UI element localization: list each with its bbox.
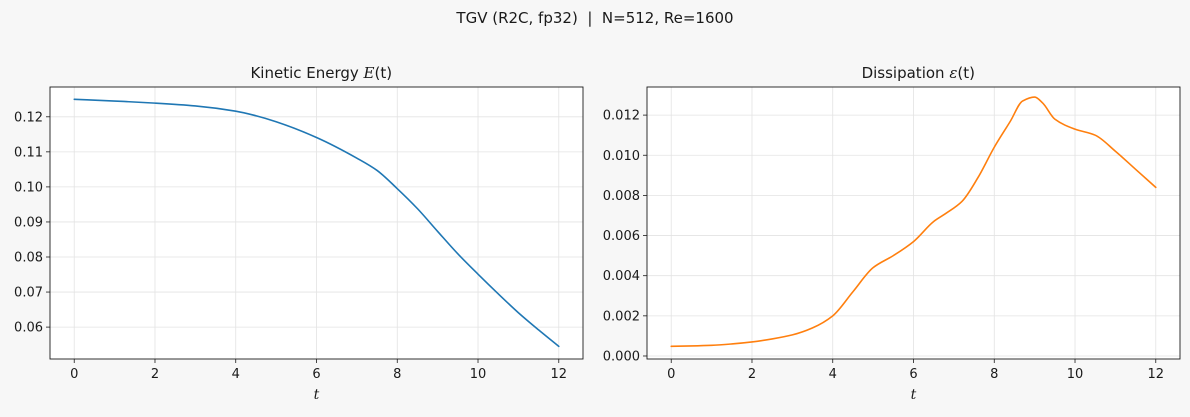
dissipation-series-line [670, 96, 1157, 348]
dissipation-title-symbol: ε [949, 64, 957, 82]
kinetic-energy-x-tick-label: 2 [151, 367, 159, 382]
dissipation-x-tick-label: 0 [667, 367, 675, 382]
dissipation-x-tick-label: 10 [1067, 367, 1084, 382]
dissipation-y-tick-label: 0.012 [603, 109, 640, 124]
kinetic-energy-x-tick-label: 0 [70, 367, 78, 382]
dissipation-y-tick-label: 0.000 [603, 349, 640, 364]
kinetic-energy-x-tick-label: 6 [312, 367, 320, 382]
dissipation-y-tick-label: 0.010 [603, 149, 640, 164]
kinetic-energy-xlabel: t [314, 387, 320, 403]
dissipation-title: Dissipation ε(t) [828, 64, 999, 82]
dissipation-x-tick-label: 12 [1147, 367, 1164, 382]
kinetic-energy-y-tick-label: 0.06 [14, 321, 43, 336]
kinetic-energy-y-tick-label: 0.07 [14, 286, 43, 301]
dissipation-y-tick-label: 0.002 [603, 309, 640, 324]
kinetic-energy-x-tick-label: 12 [550, 367, 567, 382]
kinetic-energy-y-tick-label: 0.08 [14, 251, 43, 266]
dissipation-x-tick-label: 8 [990, 367, 998, 382]
kinetic-energy-y-tick-label: 0.11 [14, 145, 43, 160]
kinetic-energy-y-tick-label: 0.10 [14, 180, 43, 195]
dissipation-title-text: Dissipation [862, 64, 950, 82]
kinetic-energy-axes-frame [49, 86, 584, 360]
dissipation-x-tick-label: 6 [909, 367, 917, 382]
kinetic-energy-y-tick-label: 0.12 [14, 110, 43, 125]
dissipation-y-tick-label: 0.004 [603, 269, 640, 284]
dissipation-axes-frame [646, 86, 1181, 360]
dissipation-panel: 0 2 4 6 8 10 12 0.000 0.002 0.004 0.006 0.008 0.010 0… [603, 64, 1181, 403]
kinetic-energy-title-text: Kinetic Energy [250, 64, 363, 82]
kinetic-energy-title-symbol: E [363, 64, 375, 82]
kinetic-energy-title-arg: (t) [375, 64, 393, 82]
kinetic-energy-series-line [73, 98, 560, 348]
kinetic-energy-x-tick-label: 8 [393, 367, 401, 382]
figure-suptitle: TGV (R2C, fp32) | N=512, Re=1600 [455, 9, 733, 27]
dissipation-x-tick-label: 4 [829, 367, 837, 382]
dissipation-title-arg: (t) [957, 64, 975, 82]
dissipation-y-tick-label: 0.006 [603, 229, 640, 244]
dissipation-y-tick-label: 0.008 [603, 189, 640, 204]
dissipation-x-tick-label: 2 [748, 367, 756, 382]
kinetic-energy-x-tick-label: 10 [470, 367, 487, 382]
kinetic-energy-x-tick-label: 4 [232, 367, 240, 382]
kinetic-energy-title: Kinetic Energy E(t) [217, 64, 416, 82]
dissipation-xlabel: t [911, 387, 917, 403]
kinetic-energy-panel: 0 2 4 6 8 10 12 0.06 0.07 0.08 0.09 0.10 0.11 0.12 Ki… [14, 64, 584, 403]
kinetic-energy-y-tick-label: 0.09 [14, 215, 43, 230]
